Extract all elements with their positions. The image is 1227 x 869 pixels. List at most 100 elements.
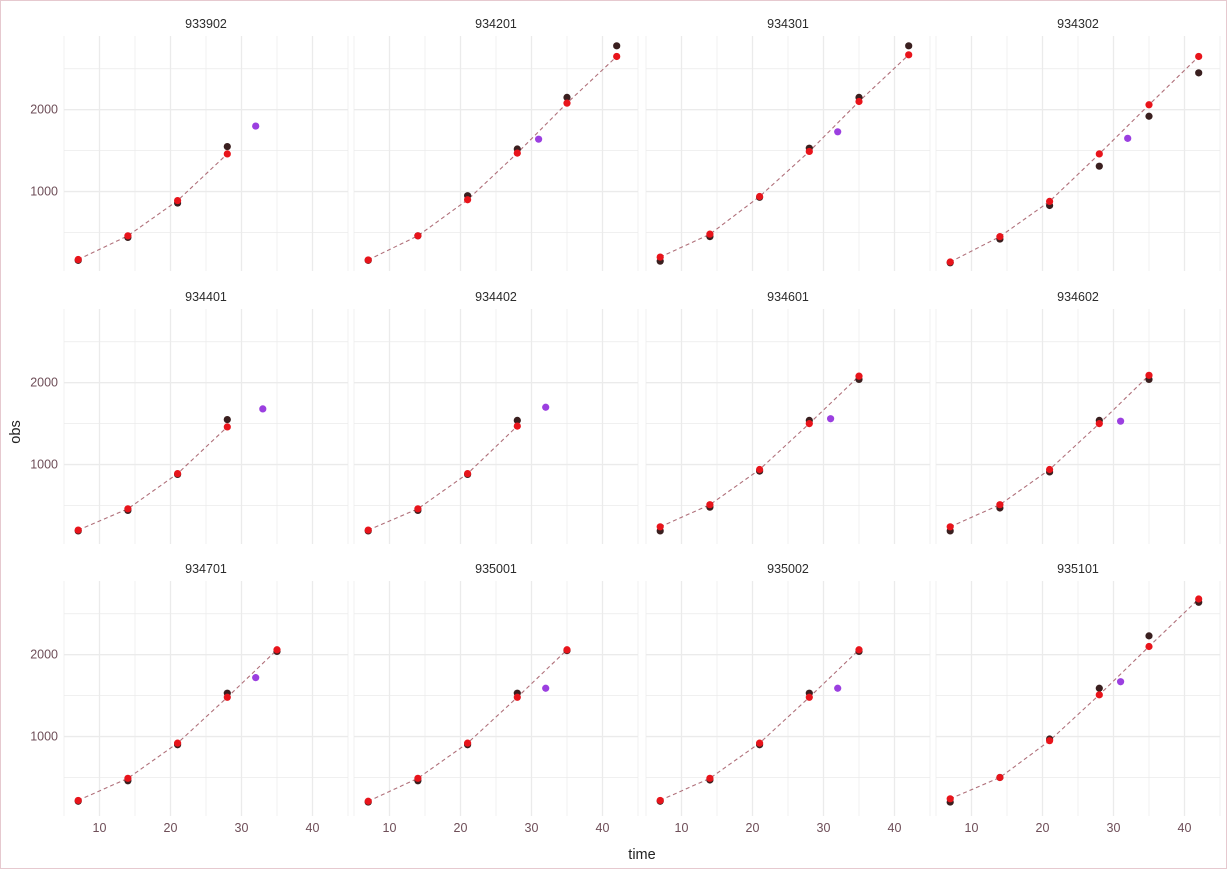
x-tick-label: 20 (164, 821, 178, 835)
fitted-point (946, 795, 954, 803)
fitted-point (563, 99, 571, 107)
fitted-point (513, 149, 521, 157)
x-tick-label: 40 (888, 821, 902, 835)
fit-line (367, 425, 518, 531)
fit-line (367, 649, 568, 802)
y-tick-label: 2000 (30, 648, 58, 662)
fitted-point (223, 423, 231, 431)
fitted-point (656, 253, 664, 261)
x-tick-label: 30 (817, 821, 831, 835)
y-tick-label: 1000 (30, 458, 58, 472)
fitted-point (1046, 737, 1054, 745)
fitted-point (1046, 465, 1054, 474)
fitted-point (364, 797, 372, 805)
fitted-point (513, 693, 521, 701)
prediction-point (542, 684, 550, 692)
fitted-point (513, 422, 521, 430)
panel-title: 935002 (767, 562, 809, 576)
fitted-point (855, 372, 863, 380)
y-tick-label: 2000 (30, 103, 58, 117)
prediction-point (535, 135, 543, 143)
fitted-point (364, 256, 372, 264)
fitted-point (1195, 595, 1203, 603)
prediction-point (834, 684, 842, 692)
fitted-point (1145, 101, 1153, 109)
fitted-point (1195, 52, 1203, 61)
x-tick-label: 10 (965, 821, 979, 835)
prediction-point (1117, 417, 1125, 425)
fitted-point (464, 196, 472, 204)
fitted-point (124, 774, 132, 782)
fitted-point (174, 469, 182, 478)
prediction-point (259, 405, 267, 413)
fitted-point (946, 523, 954, 531)
panel-title: 935001 (475, 562, 517, 576)
fit-line (659, 54, 910, 258)
observed-point (1145, 112, 1153, 120)
x-tick-label: 10 (675, 821, 689, 835)
observed-point (513, 416, 521, 424)
panel-title: 934302 (1057, 17, 1099, 31)
observed-point (613, 42, 621, 50)
fitted-point (996, 773, 1004, 782)
panel-title: 934402 (475, 290, 517, 304)
fitted-point (946, 258, 954, 266)
y-tick-label: 1000 (30, 185, 58, 199)
fitted-point (613, 52, 621, 61)
x-tick-label: 20 (454, 821, 468, 835)
x-tick-label: 20 (1036, 821, 1050, 835)
y-axis-label: obs (8, 420, 24, 443)
fitted-point (1145, 642, 1153, 651)
fitted-point (364, 526, 372, 534)
fitted-point (174, 739, 182, 747)
prediction-point (834, 128, 842, 136)
panel-title: 934602 (1057, 290, 1099, 304)
x-tick-label: 40 (596, 821, 610, 835)
prediction-point (1117, 678, 1125, 686)
panel-title: 934301 (767, 17, 809, 31)
panel-title: 935101 (1057, 562, 1099, 576)
fitted-point (414, 232, 422, 240)
fitted-point (756, 192, 764, 201)
observed-point (1145, 632, 1153, 640)
fitted-point (1046, 197, 1054, 206)
x-tick-label: 10 (383, 821, 397, 835)
x-tick-label: 30 (1107, 821, 1121, 835)
fitted-point (905, 51, 913, 59)
fitted-point (805, 147, 813, 156)
fit-line (77, 426, 228, 531)
prediction-point (252, 674, 260, 682)
fitted-point (414, 505, 422, 513)
fitted-point (805, 420, 813, 428)
fitted-point (124, 232, 132, 240)
fitted-point (656, 523, 664, 531)
y-tick-label: 2000 (30, 376, 58, 390)
fitted-point (1095, 420, 1103, 428)
fitted-point (656, 796, 664, 805)
fitted-point (996, 233, 1004, 241)
fit-line (659, 375, 860, 528)
fitted-point (74, 796, 82, 805)
fitted-point (756, 739, 764, 747)
observed-point (223, 142, 231, 151)
fitted-point (174, 196, 182, 205)
fit-line (949, 374, 1150, 528)
fitted-point (706, 501, 714, 509)
observed-point (223, 415, 231, 424)
fitted-point (855, 97, 863, 106)
fitted-point (1095, 150, 1103, 158)
fitted-point (1095, 691, 1103, 699)
panel-title: 934701 (185, 562, 227, 576)
fitted-point (706, 774, 714, 782)
observed-point (563, 93, 571, 102)
fitted-point (855, 646, 863, 654)
observed-point (1195, 69, 1203, 77)
fitted-point (124, 505, 132, 513)
fitted-point (1145, 371, 1153, 379)
fitted-point (464, 739, 472, 747)
fitted-point (706, 230, 714, 238)
prediction-point (1124, 134, 1132, 142)
fitted-point (74, 526, 82, 534)
observed-point (1095, 162, 1103, 170)
